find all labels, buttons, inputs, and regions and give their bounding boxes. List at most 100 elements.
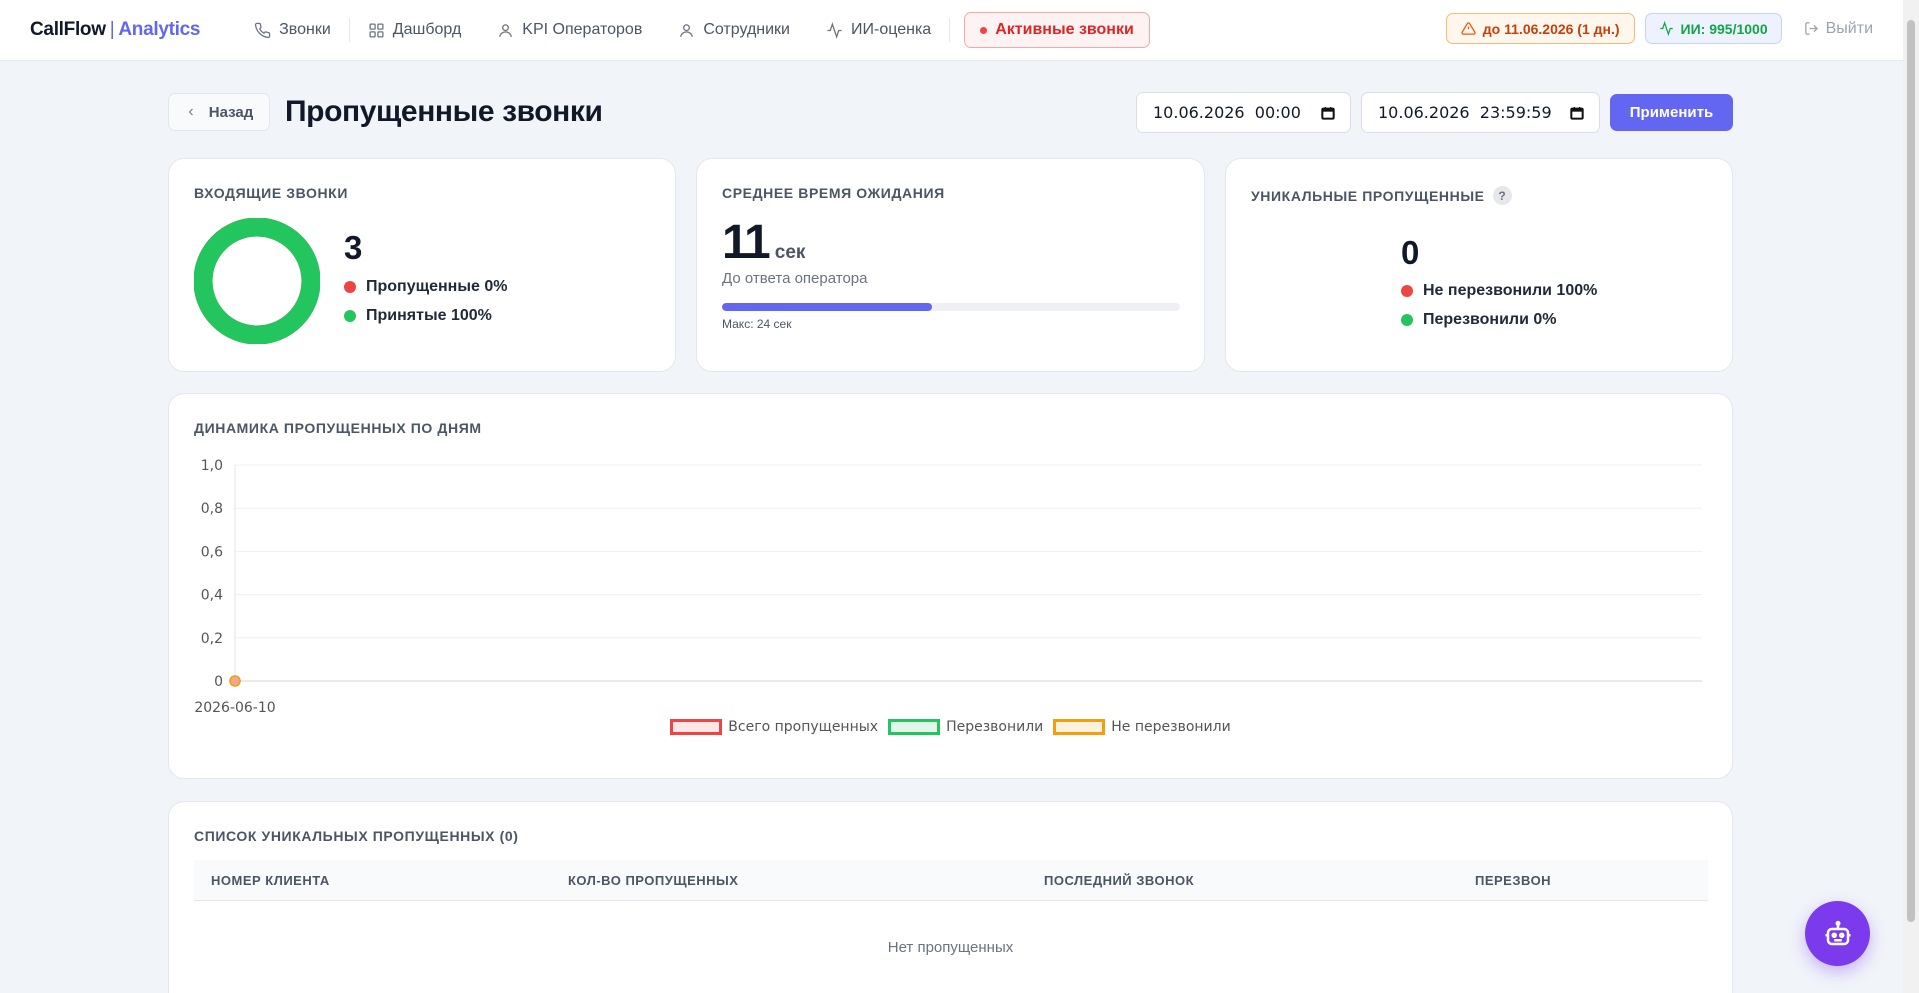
logo-sub: Analytics: [118, 19, 201, 40]
nav-ai-label: ИИ-оценка: [851, 21, 932, 38]
calendar-icon[interactable]: [1569, 105, 1585, 121]
unique-missed-list-card: Список уникальных пропущенных (0) Номер …: [168, 801, 1733, 993]
back-button[interactable]: Назад: [168, 93, 270, 131]
wait-unit: сек: [774, 242, 806, 263]
nav-divider: [348, 18, 350, 42]
nav-kpi-label: KPI Операторов: [522, 21, 643, 38]
incoming-accepted-text: Принятые 100%: [366, 307, 492, 324]
header-tools: до 11.06.2026 (1 дн.) ИИ: 995/1000 Выйти: [1445, 13, 1873, 44]
table-header: Номер клиента Кол-во пропущенных Последн…: [194, 860, 1708, 901]
col-last-call[interactable]: Последний звонок: [1044, 873, 1195, 888]
nav-kpi-operators[interactable]: KPI Операторов: [479, 12, 660, 48]
chart-legend: Всего пропущенных Перезвонили Не перезвони…: [169, 719, 1732, 735]
wait-progress-fill: [722, 303, 932, 311]
scrollbar-thumb[interactable]: [1907, 20, 1915, 922]
ai-quota-badge[interactable]: ИИ: 995/1000: [1644, 13, 1782, 44]
nav-ai-evaluation[interactable]: ИИ-оценка: [808, 12, 949, 48]
y-tick-label: 0: [214, 674, 223, 690]
activity-icon: [827, 21, 842, 39]
wait-title: Среднее время ожидания: [722, 185, 945, 201]
app-logo[interactable]: CallFlow | Analytics: [30, 19, 200, 41]
unique-not-called-text: Не перезвонили 100%: [1423, 282, 1598, 299]
date-to-value: 10.06.2026 23:59:59: [1378, 103, 1552, 122]
missed-dynamics-chart: 0 0,2 0,4 0,6 0,8 1,0 2026-06-10: [194, 458, 1702, 714]
robot-icon: [1825, 920, 1850, 945]
legend-label: Не перезвонили: [1111, 719, 1231, 735]
legend-label: Перезвонили: [946, 719, 1044, 735]
logo-separator: |: [109, 19, 115, 40]
date-from-input[interactable]: 10.06.2026 00:00: [1136, 92, 1351, 133]
license-expiry-text: до 11.06.2026 (1 дн.): [1482, 20, 1620, 37]
back-label: Назад: [208, 103, 254, 121]
license-expiry-badge[interactable]: до 11.06.2026 (1 дн.): [1445, 13, 1635, 44]
help-icon[interactable]: ?: [1492, 186, 1512, 205]
legend-label: Всего пропущенных: [728, 719, 879, 735]
legend-item[interactable]: Всего пропущенных: [670, 719, 878, 735]
user-icon: [680, 23, 694, 37]
incoming-total: 3: [344, 229, 363, 266]
nav-dashboard[interactable]: Дашборд: [350, 12, 480, 48]
green-dot-icon: [344, 310, 356, 322]
green-dot-icon: [1401, 314, 1413, 326]
wait-value-group: 11 сек: [722, 215, 805, 270]
legend-swatch: [888, 719, 941, 735]
legend-item[interactable]: Не перезвонили: [1053, 719, 1231, 735]
nav-employees-label: Сотрудники: [703, 21, 790, 38]
y-tick-label: 1,0: [201, 458, 223, 474]
page-title: Пропущенные звонки: [285, 95, 603, 128]
warning-icon: [1461, 22, 1476, 35]
nav-divider: [949, 18, 951, 42]
logout-icon: [1804, 22, 1818, 35]
incoming-accepted-legend: Принятые 100%: [344, 307, 492, 325]
y-tick-label: 0,4: [201, 588, 223, 604]
legend-swatch: [1053, 719, 1106, 735]
live-dot-icon: [980, 26, 988, 34]
grid-icon: [369, 22, 384, 38]
nav-dashboard-label: Дашборд: [392, 21, 462, 38]
unique-value: 0: [1401, 234, 1420, 271]
legend-item[interactable]: Перезвонили: [888, 719, 1043, 735]
wait-value: 11: [722, 216, 771, 269]
dynamics-title: Динамика пропущенных по дням: [194, 420, 482, 436]
nav-calls-label: Звонки: [279, 21, 331, 38]
nav-calls[interactable]: Звонки: [236, 12, 349, 48]
incoming-missed-legend: Пропущенные 0%: [344, 278, 507, 296]
ai-assistant-button[interactable]: [1805, 901, 1870, 966]
col-client-number[interactable]: Номер клиента: [211, 873, 330, 888]
table-empty-state: Нет пропущенных: [887, 939, 1014, 956]
top-navbar: CallFlow | Analytics Звонки Дашборд KPI …: [0, 0, 1903, 61]
logout-label: Выйти: [1825, 19, 1873, 37]
date-to-input[interactable]: 10.06.2026 23:59:59: [1361, 92, 1600, 133]
legend-swatch: [670, 719, 723, 735]
unique-title-row: Уникальные пропущенные ?: [1251, 186, 1512, 205]
red-dot-icon: [344, 281, 356, 293]
logo-brand: CallFlow: [30, 19, 106, 40]
incoming-missed-text: Пропущенные 0%: [366, 278, 508, 295]
avg-wait-card: Среднее время ожидания 11 сек До ответа …: [696, 158, 1205, 372]
apply-button[interactable]: Применить: [1610, 94, 1733, 131]
phone-icon: [254, 22, 271, 38]
nav-employees[interactable]: Сотрудники: [660, 12, 808, 48]
y-tick-label: 0,2: [201, 631, 223, 647]
col-missed-count[interactable]: Кол-во пропущенных: [568, 873, 739, 888]
table-title: Список уникальных пропущенных (0): [194, 828, 519, 844]
dynamics-chart-card: Динамика пропущенных по дням 0 0,2 0,4 0,6 0…: [168, 393, 1733, 779]
col-callback[interactable]: Перезвон: [1475, 873, 1552, 888]
incoming-donut-chart: [194, 218, 320, 344]
unique-title: Уникальные пропущенные: [1251, 187, 1485, 204]
ai-quota-text: ИИ: 995/1000: [1680, 20, 1768, 37]
wait-max: Макс: 24 сек: [722, 317, 792, 331]
calendar-icon[interactable]: [1320, 105, 1336, 121]
unique-called-legend: Перезвонили 0%: [1401, 311, 1557, 329]
active-calls-button[interactable]: Активные звонки: [964, 12, 1150, 48]
date-from-value: 10.06.2026 00:00: [1153, 103, 1301, 122]
page-scrollbar[interactable]: [1903, 0, 1919, 993]
logout-button[interactable]: Выйти: [1804, 20, 1873, 38]
activity-icon: [1659, 21, 1673, 36]
x-tick-label: 2026-06-10: [194, 700, 275, 714]
wait-progress-bar: [722, 303, 1180, 311]
user-icon: [499, 23, 513, 37]
unique-called-text: Перезвонили 0%: [1423, 311, 1557, 328]
donut-accepted-segment: [194, 218, 320, 344]
data-point[interactable]: [229, 675, 241, 687]
